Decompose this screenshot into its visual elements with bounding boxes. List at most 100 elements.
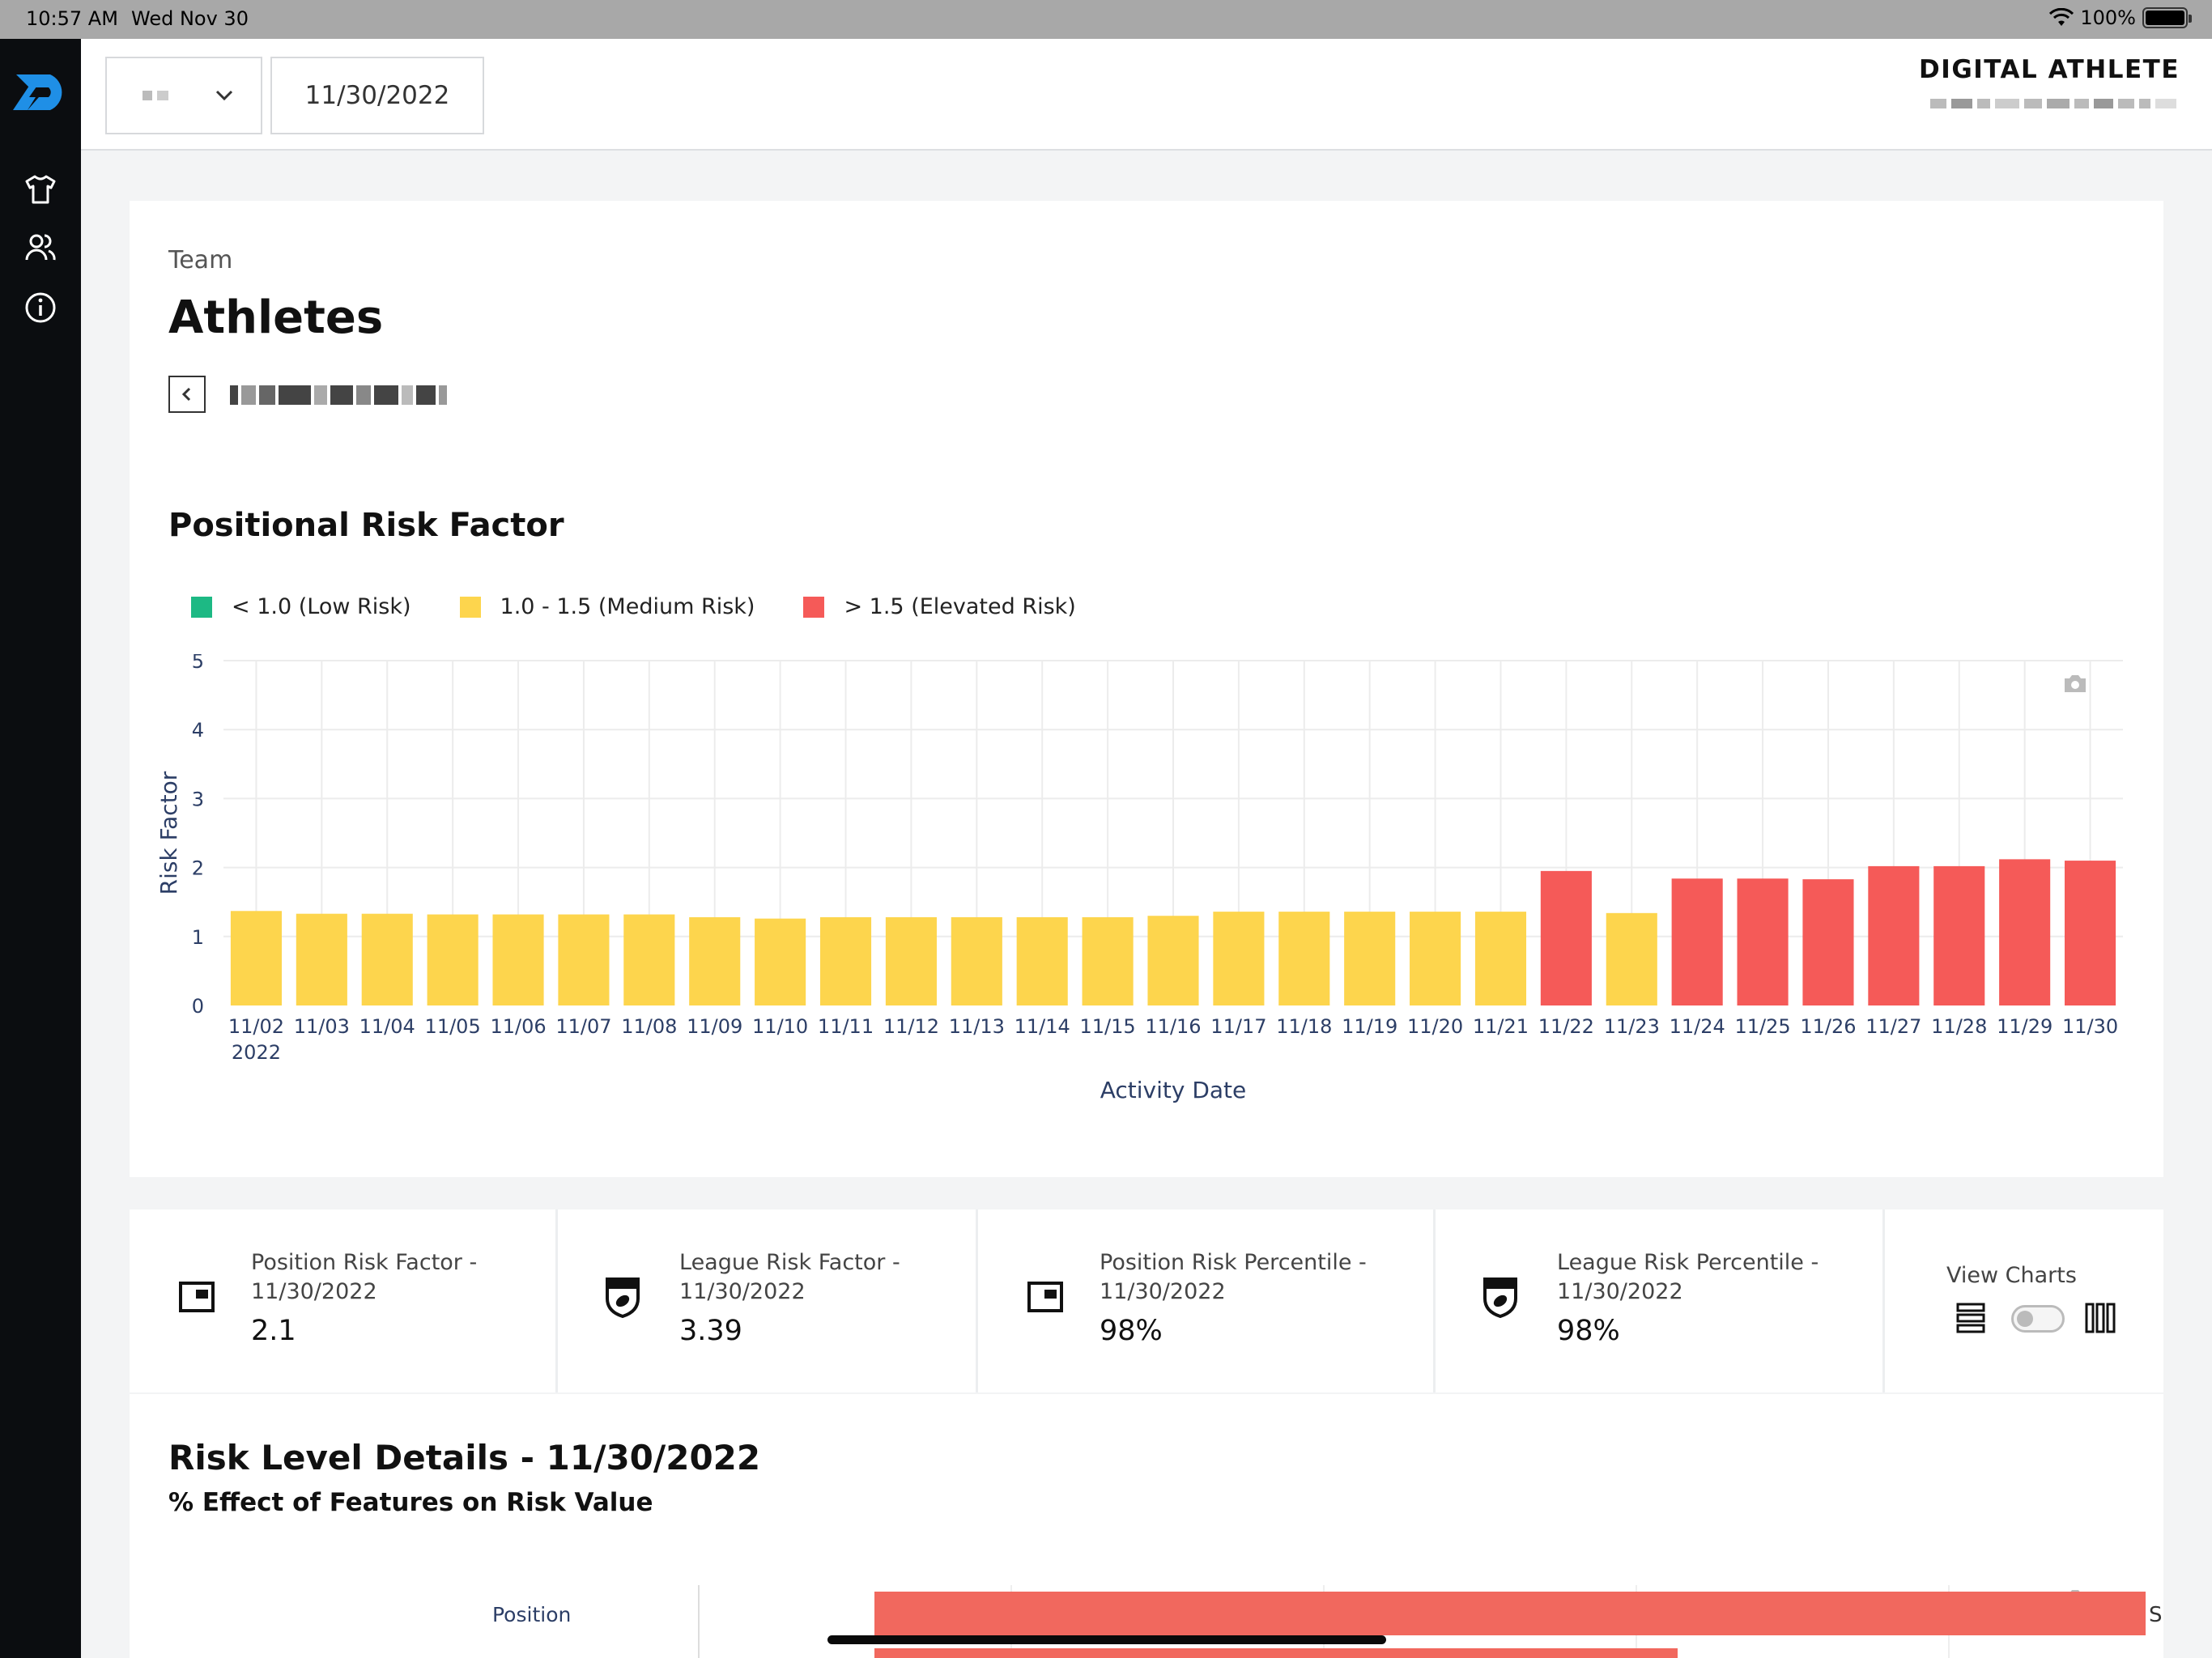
stat-label: League Risk Factor -	[679, 1250, 900, 1275]
stat-position-risk-percentile: Position Risk Percentile - 11/30/2022 98…	[978, 1209, 1433, 1392]
x-tick-label: 11/17	[1210, 1015, 1266, 1038]
y-tick-label: 0	[192, 995, 204, 1018]
x-tick-label: 11/07	[555, 1015, 611, 1038]
home-indicator	[827, 1635, 1386, 1644]
x-tick-label: 11/19	[1342, 1015, 1397, 1038]
date-picker[interactable]: 11/30/2022	[270, 57, 484, 134]
x-tick-label: 11/25	[1734, 1015, 1790, 1038]
y-tick-label: 1	[192, 926, 204, 949]
team-select-value-redacted	[143, 91, 168, 100]
league-shield-icon	[1483, 1278, 1517, 1318]
top-header: 11/30/2022 DIGITAL ATHLETE	[81, 39, 2212, 151]
brand-title: DIGITAL ATHLETE	[1919, 55, 2180, 84]
x-tick-label: 11/28	[1931, 1015, 1987, 1038]
stat-league-risk-percentile: League Risk Percentile - 11/30/2022 98%	[1436, 1209, 1882, 1392]
chart-legend: < 1.0 (Low Risk) 1.0 - 1.5 (Medium Risk)…	[191, 594, 1125, 619]
x-tick-label: 11/03	[294, 1015, 350, 1038]
chart-bar	[230, 911, 282, 1005]
stat-divider	[976, 1209, 978, 1392]
x-tick-label: 11/30	[2062, 1015, 2118, 1038]
chart-bar	[819, 916, 872, 1005]
camera-icon[interactable]	[2061, 672, 2089, 695]
feature-label-position: Position	[492, 1603, 572, 1626]
stat-divider	[555, 1209, 558, 1392]
x-axis-title: Activity Date	[1100, 1077, 1247, 1103]
chart-bar	[1474, 912, 1527, 1005]
back-button[interactable]	[168, 376, 206, 413]
stat-value: 98%	[1100, 1315, 1163, 1347]
legend-label-low: < 1.0 (Low Risk)	[232, 594, 411, 619]
feature-axis-line	[698, 1585, 700, 1658]
x-tick-label: 11/05	[425, 1015, 481, 1038]
risk-factor-bar-chart: 0 1 2 3 4 5 11/02 11/03 11/04 11/05 11/06 11/07 11/0…	[155, 654, 2123, 1103]
y-axis-title: Risk Factor	[155, 771, 182, 895]
chart-bar	[1278, 912, 1330, 1005]
list-view-icon[interactable]	[1956, 1302, 1985, 1334]
x-tick-label: 11/22	[1538, 1015, 1594, 1038]
legend-label-medium: 1.0 - 1.5 (Medium Risk)	[500, 594, 755, 619]
chart-bar	[558, 914, 610, 1005]
chart-bar	[1016, 916, 1068, 1005]
athlete-risk-card: Team Athletes Positional Risk Factor < 1…	[130, 201, 2163, 1177]
chart-bar	[623, 914, 675, 1005]
y-tick-label: 2	[192, 857, 204, 880]
stat-date: 11/30/2022	[1557, 1279, 1683, 1304]
position-icon	[1027, 1282, 1063, 1312]
info-icon	[25, 292, 56, 323]
sidebar-item-team[interactable]	[19, 168, 62, 210]
sidebar-item-athletes[interactable]	[19, 227, 62, 269]
x-tick-label: 11/11	[818, 1015, 874, 1038]
stat-date: 11/30/2022	[679, 1279, 806, 1304]
position-icon	[179, 1282, 215, 1312]
battery-icon	[2142, 7, 2192, 28]
stat-label: Position Risk Percentile -	[1100, 1250, 1367, 1275]
chart-bar	[951, 916, 1002, 1005]
chart-bar	[2065, 861, 2116, 1005]
sidebar-item-info[interactable]	[19, 287, 62, 329]
status-date: Wed Nov 30	[131, 7, 249, 30]
x-tick-label: 11/18	[1276, 1015, 1332, 1038]
chart-bar	[885, 916, 937, 1005]
stat-position-risk-factor: Position Risk Factor - 11/30/2022 2.1	[130, 1209, 555, 1392]
digital-athlete-logo-icon[interactable]	[11, 63, 70, 121]
x-tick-label: 11/10	[752, 1015, 808, 1038]
chart-bar	[1213, 912, 1265, 1005]
chart-bar	[296, 913, 347, 1005]
feature-effect-bar	[874, 1592, 2146, 1635]
user-info-redacted	[1930, 99, 2176, 108]
x-tick-label: 11/06	[490, 1015, 546, 1038]
status-time: 10:57 AM	[26, 7, 118, 30]
stat-value: 98%	[1557, 1315, 1620, 1347]
stat-date: 11/30/2022	[1100, 1279, 1226, 1304]
chart-bar	[1671, 878, 1723, 1005]
stat-league-risk-factor: League Risk Factor - 11/30/2022 3.39	[558, 1209, 976, 1392]
x-tick-label: 11/29	[1997, 1015, 2052, 1038]
stat-label: Position Risk Factor -	[251, 1250, 478, 1275]
risk-details-title: Risk Level Details - 11/30/2022	[168, 1438, 761, 1477]
chevron-left-icon	[181, 387, 191, 402]
stat-value: 3.39	[679, 1315, 742, 1347]
risk-stats-row: Position Risk Factor - 11/30/2022 2.1 Le…	[130, 1209, 2163, 1392]
chart-bar	[689, 916, 741, 1005]
view-charts-toggle[interactable]	[2011, 1305, 2065, 1333]
x-tick-label: 11/21	[1473, 1015, 1529, 1038]
x-tick-label: 11/14	[1015, 1015, 1070, 1038]
legend-swatch-elevated	[803, 596, 825, 618]
column-view-icon[interactable]	[2084, 1302, 2116, 1334]
page-title: Athletes	[168, 291, 384, 344]
stat-divider	[1882, 1209, 1885, 1392]
chart-bar	[1999, 859, 2051, 1005]
chart-bar	[755, 918, 806, 1005]
legend-swatch-medium	[459, 596, 481, 618]
team-select[interactable]	[105, 57, 262, 134]
chart-bar	[1344, 912, 1396, 1005]
chart-bar	[361, 913, 413, 1005]
chart-bar	[1147, 916, 1199, 1005]
chart-bar	[1868, 865, 1920, 1005]
legend-swatch-low	[191, 596, 212, 618]
x-tick-label: 11/12	[883, 1015, 939, 1038]
view-charts-label: View Charts	[1946, 1263, 2077, 1288]
battery-percent: 100%	[2080, 6, 2136, 29]
risk-level-details-card: Risk Level Details - 11/30/2022 % Effect…	[130, 1394, 2163, 1658]
chart-bar	[427, 914, 479, 1005]
